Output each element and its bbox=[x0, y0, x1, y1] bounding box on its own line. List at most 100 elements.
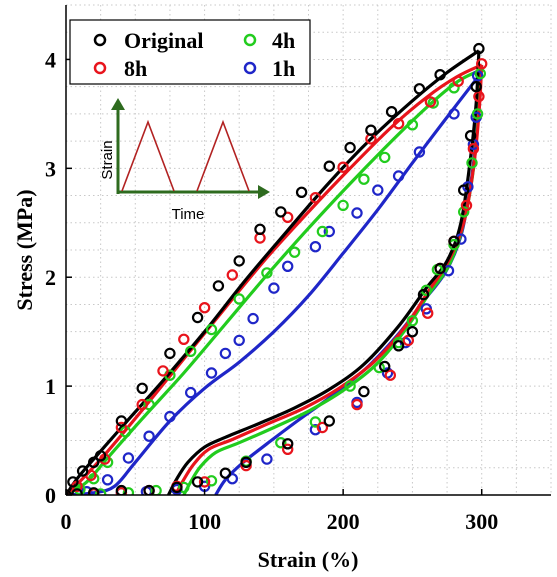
y-tick-label: 2 bbox=[45, 265, 56, 290]
x-tick-label: 200 bbox=[327, 509, 360, 534]
legend-box bbox=[69, 19, 311, 85]
data-point-1h bbox=[247, 312, 259, 325]
data-point-8h bbox=[337, 161, 349, 173]
data-point-original bbox=[143, 484, 155, 495]
fit-curve-loading-8h bbox=[66, 63, 483, 495]
data-point-4h bbox=[261, 267, 273, 279]
legend-marker-original bbox=[93, 33, 107, 47]
inset-y-label: Strain bbox=[99, 140, 116, 179]
data-point-original bbox=[323, 160, 335, 172]
data-point-original bbox=[219, 467, 232, 479]
data-point-1h bbox=[143, 430, 155, 442]
data-point-8h bbox=[476, 58, 488, 70]
data-points bbox=[66, 42, 488, 495]
data-point-4h bbox=[150, 484, 162, 495]
data-point-4h bbox=[471, 108, 484, 120]
data-point-4h bbox=[458, 206, 470, 218]
data-point-4h bbox=[275, 437, 287, 449]
data-point-original bbox=[464, 129, 477, 142]
data-point-1h bbox=[413, 146, 426, 158]
data-point-original bbox=[275, 206, 287, 218]
data-point-8h bbox=[282, 211, 294, 223]
data-point-1h bbox=[309, 240, 322, 253]
data-point-original bbox=[344, 141, 356, 154]
y-tick-label: 3 bbox=[45, 156, 56, 181]
data-point-1h bbox=[122, 452, 135, 464]
data-point-1h bbox=[164, 410, 176, 423]
data-point-4h bbox=[406, 119, 419, 131]
data-point-original bbox=[358, 385, 370, 398]
data-point-4h bbox=[316, 225, 329, 238]
data-point-1h bbox=[471, 70, 484, 82]
data-point-1h bbox=[226, 473, 238, 485]
data-point-original bbox=[67, 476, 79, 488]
data-point-1h bbox=[323, 225, 335, 238]
y-tick-label: 4 bbox=[45, 47, 56, 72]
fit-curve-loading-1h bbox=[66, 74, 481, 495]
x-ticks: 0 100 200 300 bbox=[61, 489, 498, 534]
data-point-original bbox=[191, 311, 204, 324]
data-point-8h bbox=[282, 443, 294, 455]
data-point-1h bbox=[455, 233, 467, 245]
data-point-8h bbox=[424, 96, 437, 108]
data-point-4h bbox=[466, 157, 478, 169]
data-point-8h bbox=[178, 333, 190, 345]
legend-marker-1h bbox=[243, 61, 257, 75]
data-point-4h bbox=[184, 345, 197, 357]
data-point-4h bbox=[373, 361, 385, 374]
data-point-original bbox=[434, 68, 446, 81]
data-point-4h bbox=[94, 488, 107, 495]
data-point-8h bbox=[452, 75, 464, 87]
data-point-original bbox=[473, 42, 485, 55]
data-point-original bbox=[94, 450, 107, 462]
data-point-8h bbox=[460, 199, 473, 212]
y-tick-label: 0 bbox=[45, 483, 56, 508]
inset-x-arrow-icon bbox=[258, 185, 270, 199]
data-point-original bbox=[254, 223, 266, 235]
data-point-8h bbox=[309, 191, 322, 204]
data-point-original bbox=[323, 415, 335, 427]
x-tick-label: 0 bbox=[61, 509, 72, 534]
data-point-4h bbox=[233, 293, 245, 305]
data-point-4h bbox=[344, 380, 356, 392]
data-point-original bbox=[365, 124, 377, 136]
data-point-4h bbox=[143, 398, 155, 411]
data-point-original bbox=[470, 80, 482, 93]
data-point-original bbox=[71, 488, 83, 495]
data-point-original bbox=[282, 438, 294, 450]
data-point-1h bbox=[101, 474, 114, 486]
inset-triangle-2 bbox=[196, 119, 250, 192]
data-point-4h bbox=[205, 323, 218, 336]
legend-marker-4h bbox=[243, 33, 257, 47]
legend-label-original: Original bbox=[124, 28, 203, 53]
data-point-original bbox=[164, 347, 176, 360]
data-point-original bbox=[171, 481, 183, 494]
data-point-8h bbox=[157, 365, 169, 377]
data-point-1h bbox=[233, 334, 245, 347]
data-point-1h bbox=[448, 108, 460, 120]
data-point-8h bbox=[467, 142, 480, 155]
data-point-1h bbox=[205, 367, 218, 379]
data-point-original bbox=[406, 326, 419, 338]
x-tick-label: 100 bbox=[188, 509, 221, 534]
fit-curve-unloading-8h bbox=[174, 64, 484, 495]
legend-label-1h: 1h bbox=[272, 56, 295, 81]
data-point-1h bbox=[261, 453, 273, 465]
legend-marker-8h bbox=[93, 61, 107, 75]
data-point-8h bbox=[384, 369, 396, 381]
data-point-original bbox=[458, 184, 470, 196]
data-point-1h bbox=[381, 367, 394, 379]
y-axis-title: Stress (MPa) bbox=[12, 189, 37, 310]
data-point-original bbox=[240, 456, 252, 468]
data-point-8h bbox=[473, 90, 485, 103]
inset-y-arrow-icon bbox=[111, 98, 125, 110]
data-point-original bbox=[448, 235, 460, 247]
legend-label-8h: 8h bbox=[124, 56, 147, 81]
data-point-8h bbox=[402, 334, 414, 347]
data-point-original bbox=[76, 465, 89, 477]
x-axis-title: Strain (%) bbox=[258, 547, 359, 572]
fit-curve-unloading-original bbox=[167, 50, 481, 495]
data-point-8h bbox=[392, 117, 405, 130]
data-point-4h bbox=[122, 487, 135, 495]
data-point-8h bbox=[316, 421, 329, 434]
